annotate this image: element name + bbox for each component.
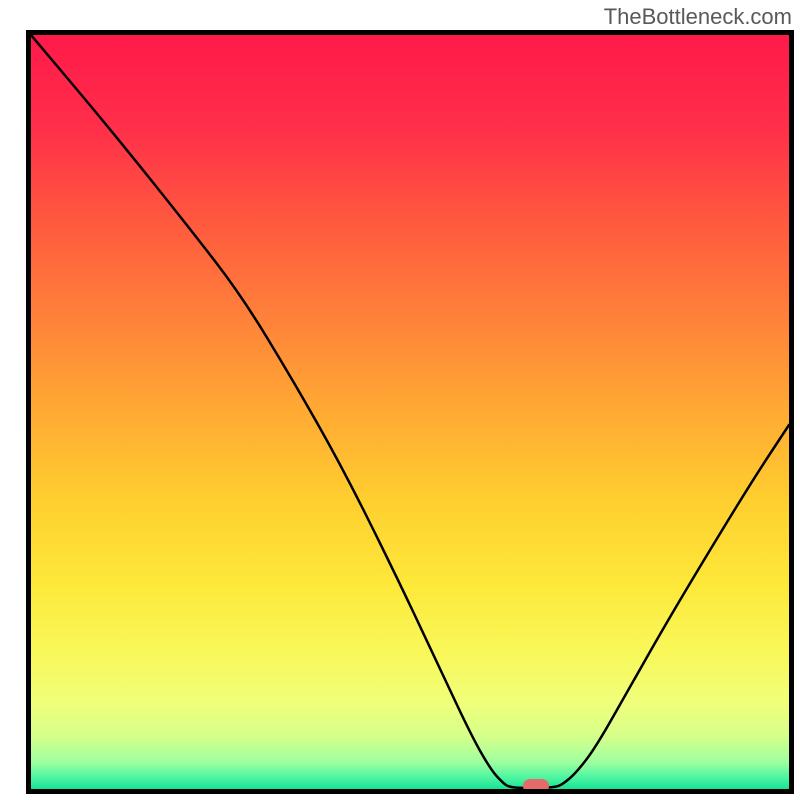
optimal-marker (523, 779, 549, 789)
watermark-text: TheBottleneck.com (604, 4, 792, 30)
bottleneck-curve (31, 35, 789, 789)
plot-area (31, 35, 789, 789)
